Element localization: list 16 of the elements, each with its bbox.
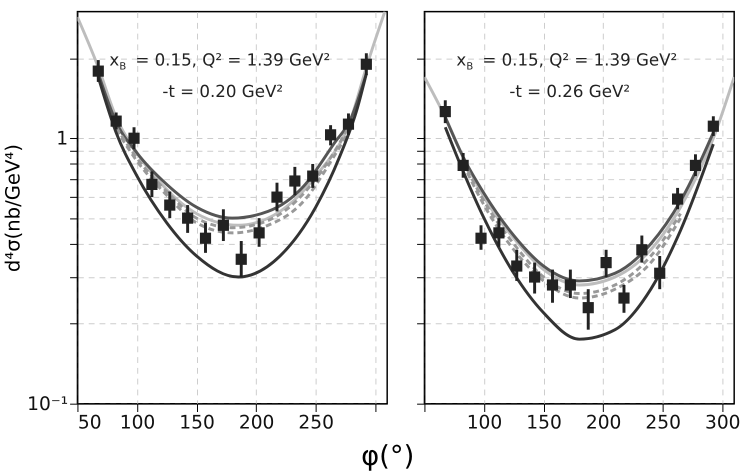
x-tick-label: 250: [645, 412, 681, 434]
y-tick-label: 1: [56, 128, 68, 150]
x-tick-label: 200: [586, 412, 622, 434]
annotation: -t = 0.20 GeV²: [162, 82, 284, 101]
y-axis-title: d⁴σ(nb/GeV⁴): [1, 144, 24, 272]
x-tick-label: 300: [704, 412, 741, 434]
y-tick-label: 10⁻¹: [27, 394, 68, 416]
x-tick-label: 150: [526, 412, 562, 434]
x-tick-label: 150: [179, 412, 215, 434]
x-tick-label: 100: [120, 412, 156, 434]
x-tick-label: 100: [466, 412, 502, 434]
annotation: -t = 0.26 GeV²: [509, 82, 630, 101]
x-axis-title: φ(°): [361, 440, 414, 472]
x-tick-label: 200: [238, 412, 274, 434]
x-tick-label: 250: [298, 412, 334, 434]
x-tick-label: 50: [78, 412, 102, 434]
